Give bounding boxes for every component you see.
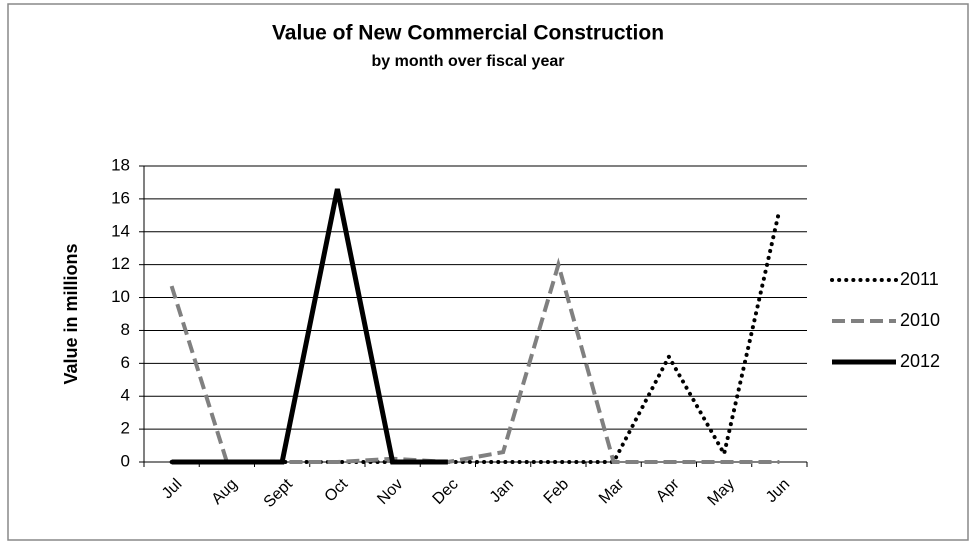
y-tick-label: 0 xyxy=(121,451,130,470)
chart-frame xyxy=(7,3,969,541)
y-tick-label: 14 xyxy=(111,221,130,240)
y-tick-label: 4 xyxy=(121,386,130,405)
legend-label: 2011 xyxy=(900,269,939,289)
chart-title: Value of New Commercial Construction xyxy=(272,22,664,45)
y-tick-label: 12 xyxy=(111,254,130,273)
legend-label: 2012 xyxy=(900,351,940,371)
legend-label: 2010 xyxy=(900,310,940,330)
y-tick-label: 2 xyxy=(121,419,130,438)
y-axis-label: Value in millions xyxy=(61,243,81,384)
y-tick-label: 18 xyxy=(111,155,130,174)
y-tick-label: 10 xyxy=(111,287,130,306)
y-tick-label: 8 xyxy=(121,320,130,339)
y-tick-label: 6 xyxy=(121,353,130,372)
series-line xyxy=(171,188,448,465)
chart-subtitle: by month over fiscal year xyxy=(372,53,565,70)
y-tick-label: 16 xyxy=(111,188,130,207)
